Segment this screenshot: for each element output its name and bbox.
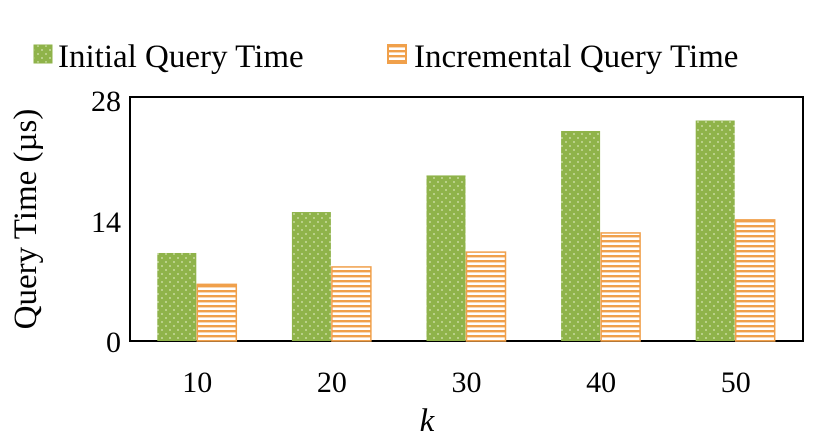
legend: Initial Query Time Incremental Query Tim… <box>33 39 738 75</box>
x-axis-title: k <box>420 403 436 439</box>
bars <box>157 120 776 342</box>
x-tick-label-40: 40 <box>586 366 616 399</box>
y-axis-title: Query Time (µs) <box>8 109 44 330</box>
x-tick-label-20: 20 <box>317 366 347 399</box>
legend-label-incremental: Incremental Query Time <box>414 39 738 75</box>
bar-incremental-50 <box>734 219 776 342</box>
bar-initial-50 <box>695 120 735 342</box>
bar-initial-20 <box>291 212 331 341</box>
legend-swatch-initial <box>33 44 53 64</box>
legend-label-initial: Initial Query Time <box>58 39 304 75</box>
bar-incremental-30 <box>465 251 507 342</box>
x-tick-labels: 10 20 30 40 50 <box>182 366 750 399</box>
bar-initial-40 <box>561 130 601 341</box>
bar-incremental-40 <box>600 232 641 342</box>
bar-incremental-20 <box>331 266 372 342</box>
bar-initial-10 <box>157 252 197 341</box>
legend-swatch-incremental <box>387 44 407 64</box>
x-tick-label-30: 30 <box>452 366 482 399</box>
y-tick-label-14: 14 <box>91 206 121 239</box>
x-tick-label-10: 10 <box>182 366 212 399</box>
y-tick-label-0: 0 <box>106 326 121 359</box>
y-tick-label-28: 28 <box>91 85 121 118</box>
bar-incremental-10 <box>196 283 238 342</box>
x-tick-label-50: 50 <box>721 366 751 399</box>
bar-initial-30 <box>426 175 466 341</box>
